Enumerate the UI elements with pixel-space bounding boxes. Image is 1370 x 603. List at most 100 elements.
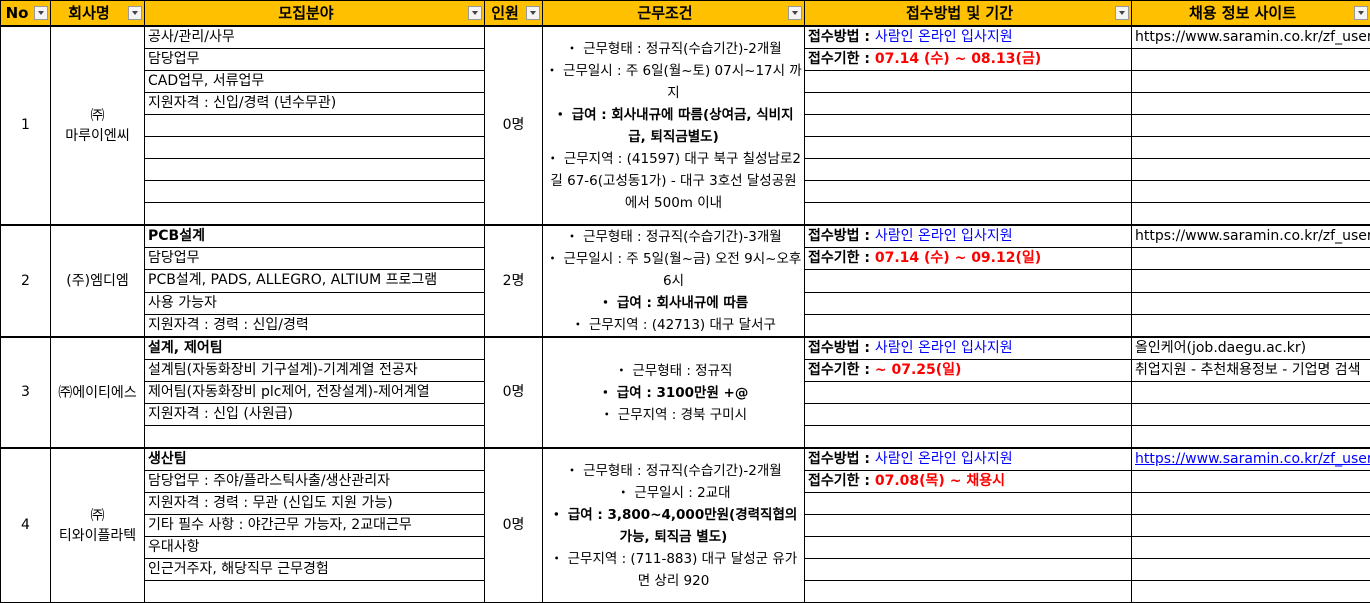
cell-empty[interactable]	[1132, 581, 1370, 603]
cell-field[interactable]: 사용 가능자	[145, 292, 485, 314]
cell-field[interactable]	[145, 137, 485, 159]
cell-apply-method[interactable]: 접수방법 : 사람인 온라인 입사지원	[805, 225, 1132, 248]
cell-empty[interactable]	[1132, 159, 1370, 181]
cell-no[interactable]: 2	[1, 225, 51, 337]
cell-empty[interactable]	[1132, 314, 1370, 337]
cell-empty[interactable]	[1132, 426, 1370, 449]
filter-dropdown-icon[interactable]	[1354, 6, 1368, 20]
cell-empty[interactable]	[1132, 537, 1370, 559]
cell-field[interactable]: PCB설계, PADS, ALLEGRO, ALTIUM 프로그램	[145, 270, 485, 292]
cell-site[interactable]: https://www.saramin.co.kr/zf_user/jobs/r…	[1132, 225, 1370, 248]
cell-site[interactable]: https://www.saramin.co.kr/zf_user/jobs/r…	[1132, 448, 1370, 471]
filter-dropdown-icon[interactable]	[34, 6, 48, 20]
cell-no[interactable]: 3	[1, 337, 51, 448]
cell-conditions[interactable]: ・ 근무형태 : 정규직(수습기간)-3개월・ 근무일시 : 주 5일(월~금)…	[543, 225, 805, 337]
cell-empty[interactable]	[805, 270, 1132, 292]
cell-field[interactable]	[145, 426, 485, 449]
cell-field[interactable]: 인근거주자, 해당직무 근무경험	[145, 559, 485, 581]
cell-apply-deadline[interactable]: 접수기한 : 07.14 (수) ~ 08.13(금)	[805, 49, 1132, 71]
cell-empty[interactable]	[1132, 248, 1370, 270]
cell-count[interactable]: 0명	[485, 26, 543, 225]
cell-empty[interactable]	[805, 292, 1132, 314]
cell-empty[interactable]	[805, 115, 1132, 137]
cell-site[interactable]: 취업지원 - 추천채용정보 - 기업명 검색	[1132, 360, 1370, 382]
filter-dropdown-icon[interactable]	[788, 6, 802, 20]
cell-empty[interactable]	[805, 581, 1132, 603]
cell-empty[interactable]	[805, 426, 1132, 449]
cell-empty[interactable]	[1132, 71, 1370, 93]
cell-empty[interactable]	[1132, 137, 1370, 159]
cell-empty[interactable]	[1132, 181, 1370, 203]
cell-empty[interactable]	[1132, 49, 1370, 71]
cell-empty[interactable]	[1132, 493, 1370, 515]
cell-conditions[interactable]: ・ 근무형태 : 정규직(수습기간)-2개월・ 근무일시 : 2교대・ 급여 :…	[543, 448, 805, 603]
cell-empty[interactable]	[1132, 471, 1370, 493]
cell-empty[interactable]	[1132, 270, 1370, 292]
cell-empty[interactable]	[805, 181, 1132, 203]
cell-empty[interactable]	[1132, 559, 1370, 581]
cell-company[interactable]: ㈜ 티와이플라텍	[51, 448, 145, 603]
cell-empty[interactable]	[1132, 404, 1370, 426]
cell-company[interactable]: ㈜ 마루이엔씨	[51, 26, 145, 225]
filter-dropdown-icon[interactable]	[468, 6, 482, 20]
cell-no[interactable]: 1	[1, 26, 51, 225]
cell-empty[interactable]	[805, 314, 1132, 337]
cell-field[interactable]: 담당업무	[145, 248, 485, 270]
site-link[interactable]: https://www.saramin.co.kr/zf_user/jobs/r…	[1135, 451, 1370, 467]
cell-apply-method[interactable]: 접수방법 : 사람인 온라인 입사지원	[805, 26, 1132, 49]
cell-count[interactable]: 2명	[485, 225, 543, 337]
cell-empty[interactable]	[1132, 382, 1370, 404]
cell-apply-deadline[interactable]: 접수기한 : ~ 07.25(일)	[805, 360, 1132, 382]
cell-field[interactable]: PCB설계	[145, 225, 485, 248]
cell-field[interactable]: 기타 필수 사항 : 야간근무 가능자, 2교대근무	[145, 515, 485, 537]
cell-field[interactable]: 우대사항	[145, 537, 485, 559]
filter-dropdown-icon[interactable]	[1115, 6, 1129, 20]
cell-field[interactable]: 지원자격 : 경력 : 신입/경력	[145, 314, 485, 337]
filter-dropdown-icon[interactable]	[526, 6, 540, 20]
cell-empty[interactable]	[805, 515, 1132, 537]
cell-empty[interactable]	[805, 559, 1132, 581]
cell-apply-deadline[interactable]: 접수기한 : 07.08(목) ~ 채용시	[805, 471, 1132, 493]
cell-apply-deadline[interactable]: 접수기한 : 07.14 (수) ~ 09.12(일)	[805, 248, 1132, 270]
cell-company[interactable]: ㈜에이티에스	[51, 337, 145, 448]
cell-conditions[interactable]: ・ 근무형태 : 정규직・ 급여 : 3100만원 +@・ 근무지역 : 경북 …	[543, 337, 805, 448]
filter-dropdown-icon[interactable]	[128, 6, 142, 20]
cell-field[interactable]: 담당업무	[145, 49, 485, 71]
cell-empty[interactable]	[805, 382, 1132, 404]
cell-count[interactable]: 0명	[485, 448, 543, 603]
cell-empty[interactable]	[805, 537, 1132, 559]
cell-field[interactable]	[145, 203, 485, 226]
cell-field[interactable]: 설계팀(자동화장비 기구설계)-기계계열 전공자	[145, 360, 485, 382]
cell-empty[interactable]	[805, 159, 1132, 181]
cell-field[interactable]	[145, 581, 485, 603]
cell-empty[interactable]	[805, 71, 1132, 93]
cell-no[interactable]: 4	[1, 448, 51, 603]
cell-empty[interactable]	[1132, 93, 1370, 115]
cell-apply-method[interactable]: 접수방법 : 사람인 온라인 입사지원	[805, 337, 1132, 360]
cell-field[interactable]: 설계, 제어팀	[145, 337, 485, 360]
cell-field[interactable]: 지원자격 : 신입/경력 (년수무관)	[145, 93, 485, 115]
cell-field[interactable]: 지원자격 : 신입 (사원급)	[145, 404, 485, 426]
cell-site[interactable]: https://www.saramin.co.kr/zf_user/jobs/r…	[1132, 26, 1370, 49]
cell-field[interactable]: 제어팀(자동화장비 plc제어, 전장설계)-제어계열	[145, 382, 485, 404]
cell-empty[interactable]	[805, 203, 1132, 226]
cell-field[interactable]	[145, 115, 485, 137]
cell-empty[interactable]	[1132, 515, 1370, 537]
cell-empty[interactable]	[1132, 292, 1370, 314]
cell-field[interactable]: 공사/관리/사무	[145, 26, 485, 49]
cell-field[interactable]: 지원자격 : 경력 : 무관 (신입도 지원 가능)	[145, 493, 485, 515]
cell-field[interactable]: 담당업무 : 주야/플라스틱사출/생산관리자	[145, 471, 485, 493]
cell-conditions[interactable]: ・ 근무형태 : 정규직(수습기간)-2개월・ 근무일시 : 주 6일(월~토)…	[543, 26, 805, 225]
cell-company[interactable]: (주)엠디엠	[51, 225, 145, 337]
cell-apply-method[interactable]: 접수방법 : 사람인 온라인 입사지원	[805, 448, 1132, 471]
cell-empty[interactable]	[1132, 115, 1370, 137]
cell-empty[interactable]	[805, 93, 1132, 115]
cell-empty[interactable]	[805, 137, 1132, 159]
cell-field[interactable]: CAD업무, 서류업무	[145, 71, 485, 93]
cell-empty[interactable]	[1132, 203, 1370, 226]
cell-empty[interactable]	[805, 493, 1132, 515]
cell-count[interactable]: 0명	[485, 337, 543, 448]
cell-site[interactable]: 올인케어(job.daegu.ac.kr)	[1132, 337, 1370, 360]
cell-field[interactable]: 생산팀	[145, 448, 485, 471]
cell-field[interactable]	[145, 181, 485, 203]
